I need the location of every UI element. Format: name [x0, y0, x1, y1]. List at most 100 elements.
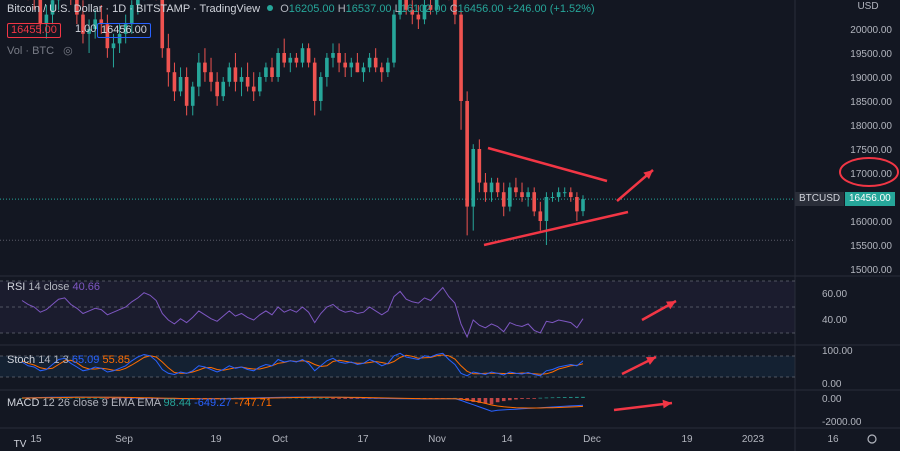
macd-histogram-bar — [318, 397, 323, 399]
candle-body — [526, 192, 530, 197]
macd-histogram-bar — [355, 398, 360, 399]
close-value: 16456.00 — [457, 3, 504, 15]
macd-histogram-bar — [483, 398, 488, 404]
stoch-label: Stoch — [7, 354, 36, 366]
change-value: +246.00 (+1.52%) — [506, 3, 595, 15]
candle-body — [434, 0, 439, 10]
market-status-dot — [267, 5, 274, 11]
candle-body — [258, 77, 262, 92]
macd-histogram-bar — [312, 397, 317, 399]
candle-body — [471, 149, 476, 207]
candle-body — [190, 86, 195, 106]
macd-histogram-bar — [477, 398, 482, 403]
macd-tick-label: -2000.00 — [822, 417, 862, 428]
trend-arrow-head — [662, 399, 672, 409]
triangle-upper-trendline[interactable] — [487, 146, 608, 183]
candle-body — [245, 77, 250, 87]
tradingview-logo: TV — [14, 439, 27, 450]
macd-histogram-bar — [306, 397, 311, 399]
buy-price-box[interactable]: 16456.00 — [97, 23, 151, 38]
candle-body — [581, 199, 585, 212]
candle-body — [367, 57, 372, 68]
candle-body — [404, 0, 408, 10]
macd-histogram-bar — [105, 398, 110, 399]
macd-histogram-bar — [361, 398, 366, 399]
spread-value: 1.00 — [75, 23, 97, 35]
macd-histogram-bar — [349, 398, 354, 399]
high-label: H — [337, 3, 346, 15]
candle-body — [312, 62, 317, 101]
price-tick-label: 18500.00 — [850, 97, 892, 108]
macd-histogram-bar — [75, 397, 79, 399]
macd-histogram-bar — [501, 398, 506, 402]
rsi-tick-label: 60.00 — [822, 289, 847, 300]
price-tick-label: 17500.00 — [850, 145, 892, 156]
macd-line-value: -649.27 — [194, 397, 232, 409]
macd-histogram-bar — [568, 396, 573, 398]
stoch-k-value: 65.09 — [71, 354, 100, 366]
macd-histogram-bar — [489, 398, 494, 405]
macd-histogram-bar — [508, 398, 512, 401]
currency-label: USD — [857, 1, 878, 12]
symbol-title[interactable]: Bitcoin / U.S. Dollar · 1D · BITSTAMP · … — [7, 3, 261, 15]
macd-histogram-bar — [556, 397, 561, 398]
macd-legend: MACD 12 26 close 9 EMA EMA 98.44 -649.27… — [7, 397, 272, 409]
macd-histogram-bar — [532, 398, 537, 399]
rsi-params: 14 close — [28, 281, 70, 293]
candle-body — [99, 19, 104, 25]
trend-arrow-head — [643, 170, 653, 180]
symbol-price-tag: BTCUSD — [795, 192, 845, 206]
candle-body — [111, 43, 116, 49]
candle-body — [251, 86, 256, 92]
macd-histogram-bar — [562, 397, 567, 398]
macd-histogram-bar — [325, 397, 329, 399]
candle-body — [428, 5, 433, 10]
trend-arrow[interactable] — [613, 401, 673, 412]
macd-histogram-bar — [81, 397, 85, 399]
candle-body — [410, 9, 415, 15]
candle-body — [38, 0, 43, 25]
triangle-lower-trendline[interactable] — [483, 210, 629, 247]
rsi-tick-label: 40.00 — [822, 315, 847, 326]
candle-body — [355, 62, 360, 73]
macd-histogram-bar — [581, 396, 585, 398]
macd-tick-label: 0.00 — [822, 394, 842, 405]
macd-histogram-bar — [300, 397, 305, 399]
price-tick-label: 15000.00 — [850, 265, 892, 276]
macd-histogram-bar — [343, 398, 347, 399]
macd-params: 12 26 close 9 EMA EMA — [42, 397, 161, 409]
candle-body — [379, 67, 384, 73]
price-tick-label: 17000.00 — [850, 169, 892, 180]
candle-body — [87, 29, 91, 34]
candle-body — [282, 53, 287, 63]
candle-body — [221, 81, 226, 97]
candle-body — [276, 53, 280, 77]
candlestick-series — [27, 0, 585, 245]
candle-body — [489, 182, 494, 193]
candle-body — [465, 101, 469, 207]
candle-body — [495, 182, 500, 193]
candle-body — [160, 0, 165, 49]
macd-histogram-bar — [495, 398, 500, 403]
eye-icon[interactable]: ◎ — [63, 45, 73, 57]
candle-body — [556, 192, 561, 197]
time-tick-label: 14 — [501, 434, 513, 445]
candle-body — [233, 67, 238, 82]
trend-arrow-head — [646, 357, 656, 365]
macd-histogram-bar — [117, 398, 122, 399]
chart-header: Bitcoin / U.S. Dollar · 1D · BITSTAMP · … — [7, 3, 595, 15]
sell-price-box[interactable]: 16455.00 — [7, 23, 61, 38]
candle-body — [50, 0, 55, 15]
candle-body — [416, 14, 421, 20]
open-value: 16205.00 — [288, 3, 335, 15]
stoch-k-line — [21, 352, 584, 377]
rsi-value: 40.66 — [72, 281, 100, 293]
time-tick-label: 19 — [210, 434, 222, 445]
settings-gear-icon[interactable] — [867, 434, 877, 444]
candle-body — [209, 72, 213, 82]
volume-label: Vol · BTC — [7, 45, 55, 57]
rsi-label: RSI — [7, 281, 26, 293]
price-level-circle[interactable] — [839, 157, 899, 187]
candle-body — [166, 48, 171, 73]
